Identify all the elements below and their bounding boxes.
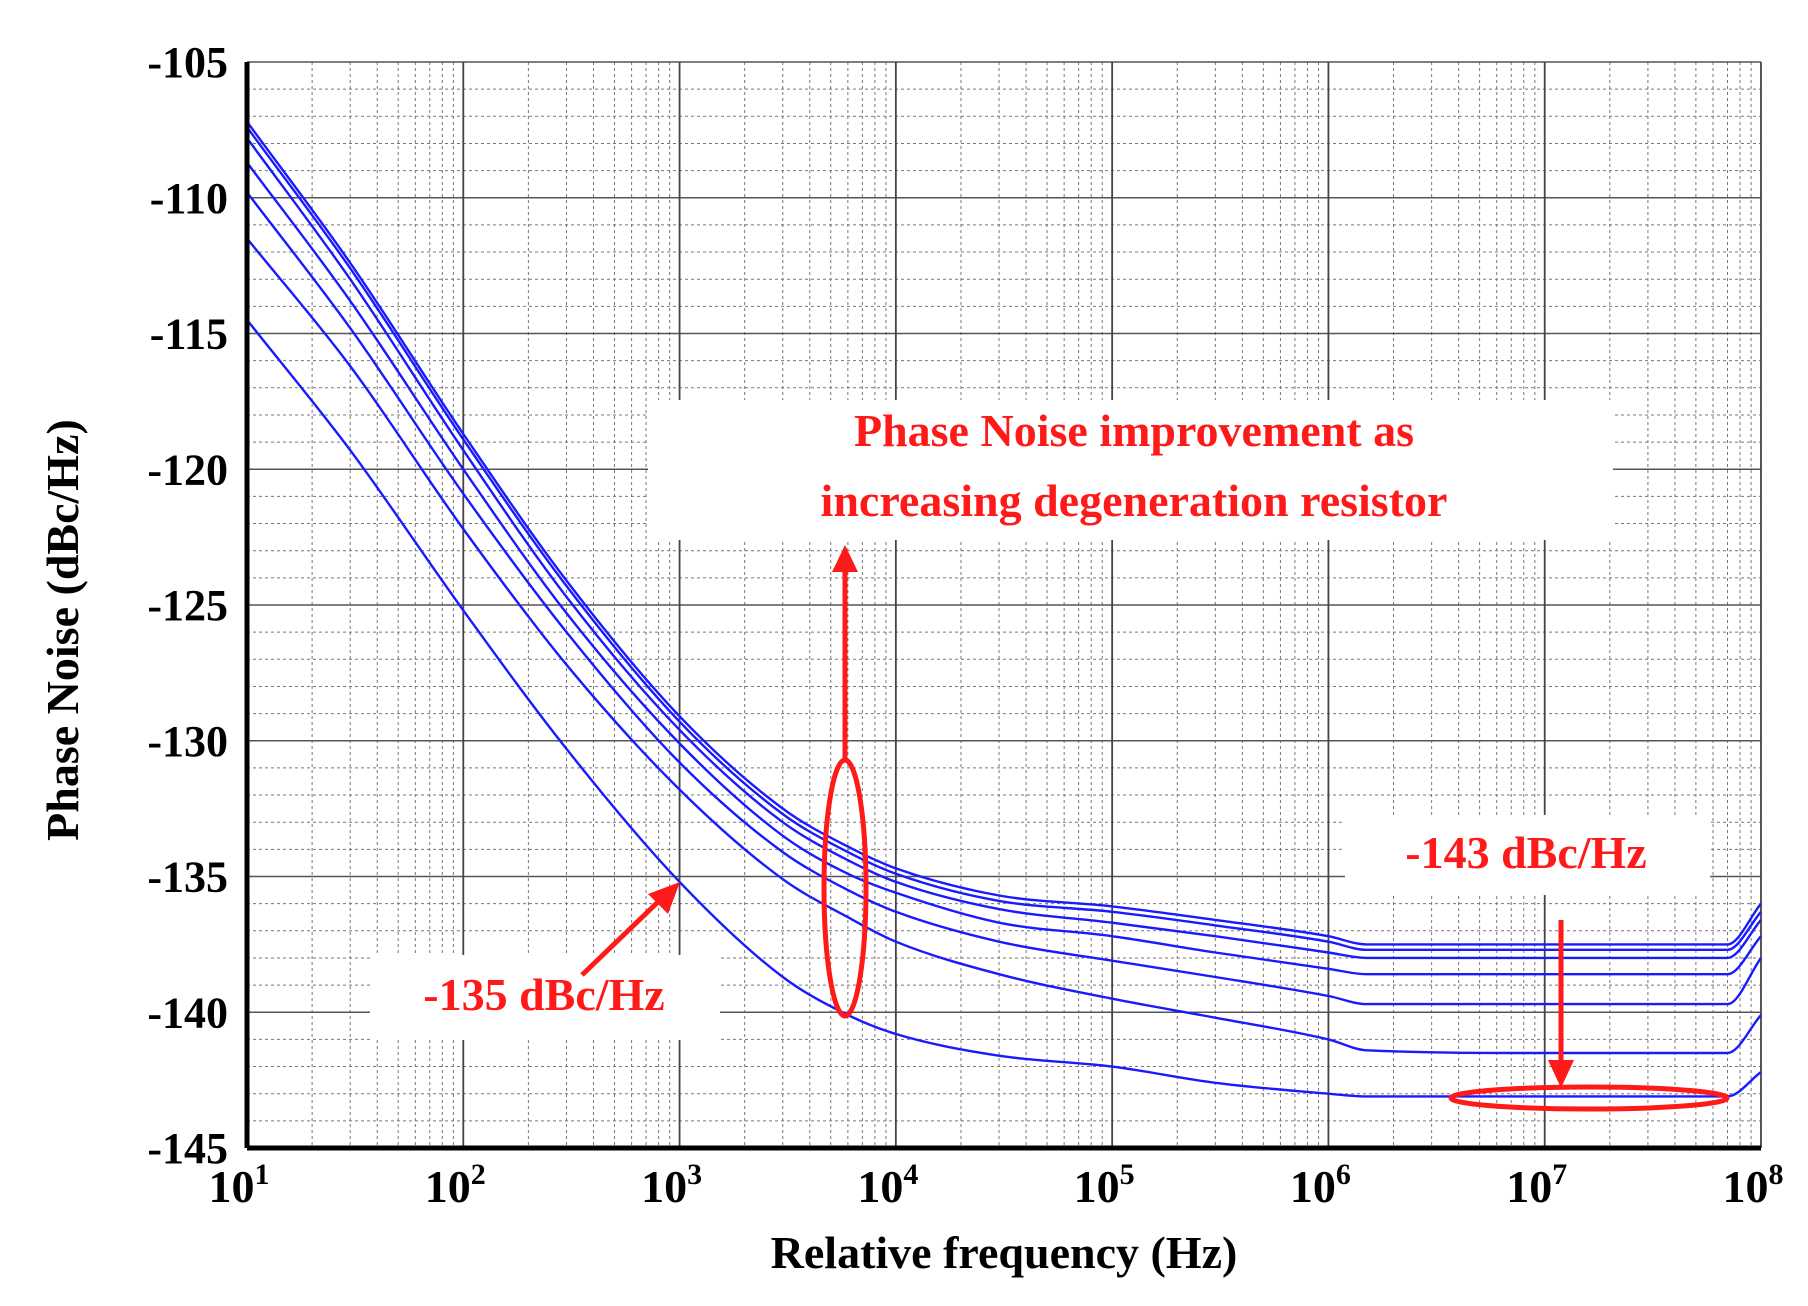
y-tick-label: -115 xyxy=(150,310,228,359)
y-tick-label: -145 xyxy=(147,1124,228,1173)
series-line-5 xyxy=(246,191,1762,1006)
x-tick-label: 104 xyxy=(857,1158,918,1212)
y-tick-label: -105 xyxy=(147,38,228,87)
x-tick-labels: 101 102 103 104 105 106 107 108 xyxy=(209,1158,1784,1212)
annotation-improvement-line-2: increasing degeneration resistor xyxy=(821,475,1448,526)
annotation-arrow-diag-shaft xyxy=(580,898,662,977)
y-tick-label: -135 xyxy=(147,853,228,902)
y-tick-label: -130 xyxy=(147,717,228,766)
series-line-3 xyxy=(246,137,1762,960)
annotation-ellipse-horizontal xyxy=(1448,1084,1730,1112)
annotation-box-143 xyxy=(1345,815,1710,895)
series-line-4 xyxy=(246,161,1762,976)
x-tick-label: 101 xyxy=(209,1158,270,1212)
series-layer xyxy=(246,120,1762,1098)
x-axis-label: Relative frequency (Hz) xyxy=(771,1227,1238,1278)
series-line-1 xyxy=(246,120,1762,946)
x-tick-label: 107 xyxy=(1506,1158,1567,1212)
y-tick-labels: -105 -110 -115 -120 -125 -130 -135 -140 -145 xyxy=(147,38,228,1173)
series-line-6 xyxy=(246,237,1762,1055)
series-line-2 xyxy=(246,126,1762,952)
y-tick-label: -140 xyxy=(147,988,228,1037)
annotation-arrow-up-head xyxy=(832,545,858,572)
annotation-box-135 xyxy=(370,955,720,1040)
annotation-box-improvement xyxy=(648,400,1613,540)
annotation-improvement-line-1: Phase Noise improvement as xyxy=(854,405,1414,456)
annotations: Phase Noise improvement as increasing de… xyxy=(423,405,1730,1112)
x-tick-label: 103 xyxy=(641,1158,702,1212)
annotation-arrow-diag-head xyxy=(648,882,680,914)
y-tick-label: -125 xyxy=(147,581,228,630)
x-tick-label: 102 xyxy=(425,1158,486,1212)
annotation-143-label: -143 dBc/Hz xyxy=(1405,827,1646,878)
x-tick-label: 106 xyxy=(1290,1158,1351,1212)
x-tick-label: 105 xyxy=(1074,1158,1135,1212)
x-tick-label: 108 xyxy=(1723,1158,1784,1212)
y-tick-label: -120 xyxy=(147,445,228,494)
y-tick-label: -110 xyxy=(150,174,228,223)
annotation-arrow-down-head xyxy=(1548,1060,1574,1088)
annotation-135-label: -135 dBc/Hz xyxy=(423,969,664,1020)
y-axis-label: Phase Noise (dBc/Hz) xyxy=(37,419,88,841)
